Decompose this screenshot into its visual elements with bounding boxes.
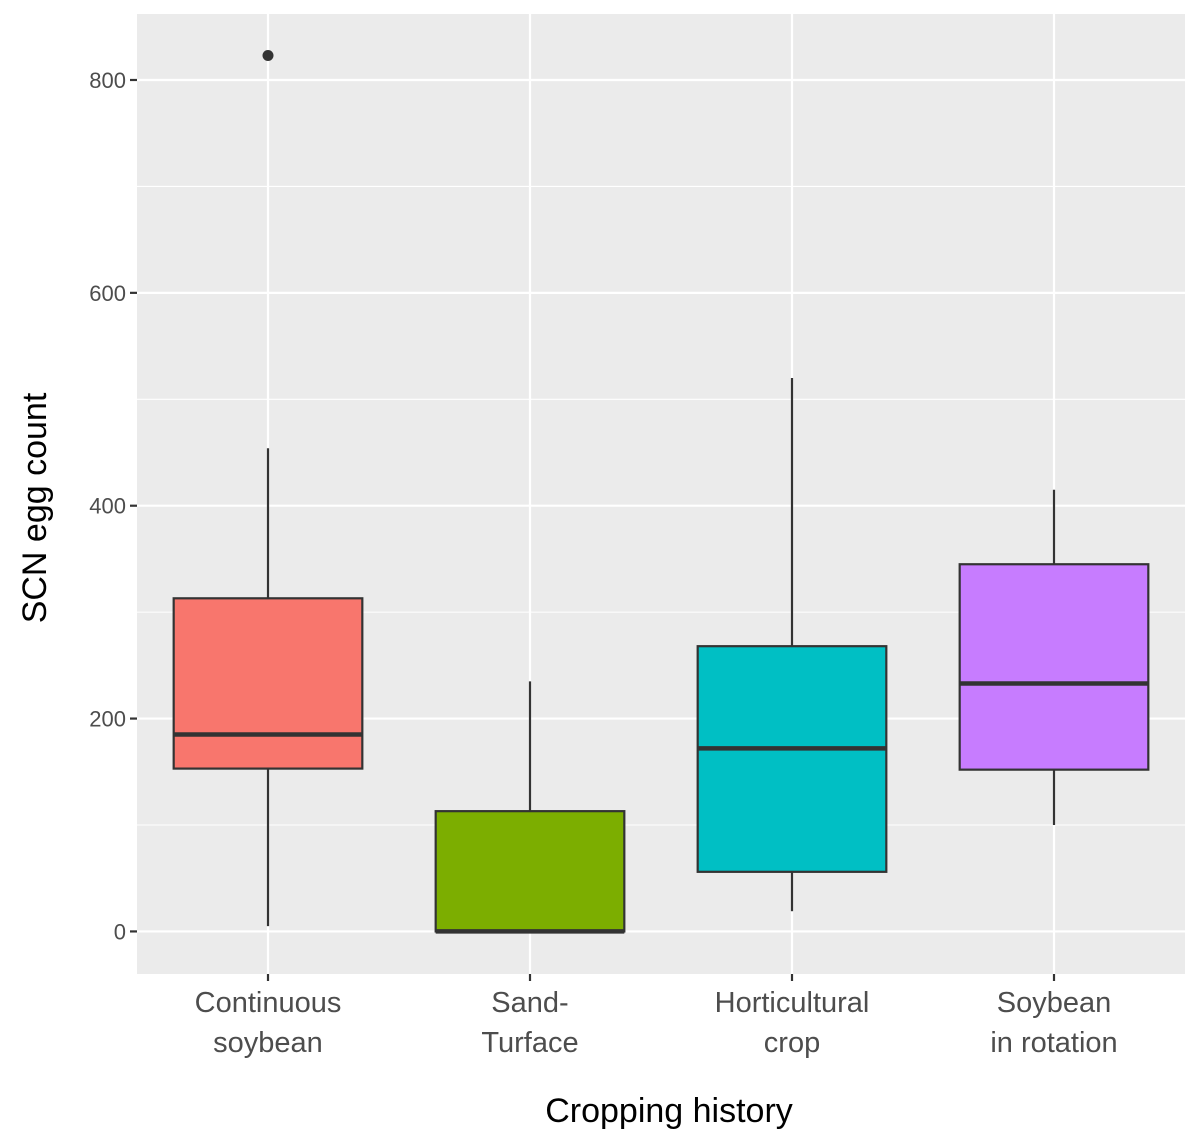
x-tick-label: Sand- Turface	[481, 987, 578, 1059]
x-tick-label: Continuous soybean	[195, 987, 342, 1059]
x-tick-label: Horticultural crop	[715, 987, 870, 1059]
x-tick-label-line: soybean	[213, 1027, 323, 1059]
y-tick-label: 600	[89, 281, 126, 306]
x-axis-title: Cropping history	[545, 1092, 793, 1130]
y-tick-label: 0	[114, 919, 126, 944]
x-tick-label-line: Continuous	[195, 987, 342, 1019]
x-tick-label-line: Soybean	[997, 987, 1112, 1019]
box-layer	[172, 50, 1150, 934]
box	[172, 597, 364, 770]
box	[434, 810, 626, 933]
x-tick-label-line: Horticultural	[715, 987, 870, 1019]
panel-background	[137, 14, 1185, 974]
x-tick-label: Soybean in rotation	[990, 987, 1117, 1059]
box-group	[434, 681, 626, 934]
box	[696, 645, 888, 873]
axis-layer: 0 200 400 600 800 Continuous soybean Sand- Turfa…	[89, 68, 1117, 1059]
y-tick-label: 200	[89, 707, 126, 732]
box-group	[696, 377, 888, 912]
outlier-point	[262, 50, 274, 62]
x-tick-label-line: crop	[764, 1027, 820, 1059]
y-axis-title: SCN egg count	[16, 392, 54, 623]
box	[958, 563, 1150, 771]
box-group	[958, 489, 1150, 825]
y-tick-label: 400	[89, 494, 126, 519]
box-group	[172, 50, 364, 927]
x-tick-label-line: Sand-	[491, 987, 568, 1019]
y-tick-label: 800	[89, 68, 126, 93]
x-tick-label-line: in rotation	[990, 1027, 1117, 1059]
x-tick-label-line: Turface	[481, 1027, 578, 1059]
